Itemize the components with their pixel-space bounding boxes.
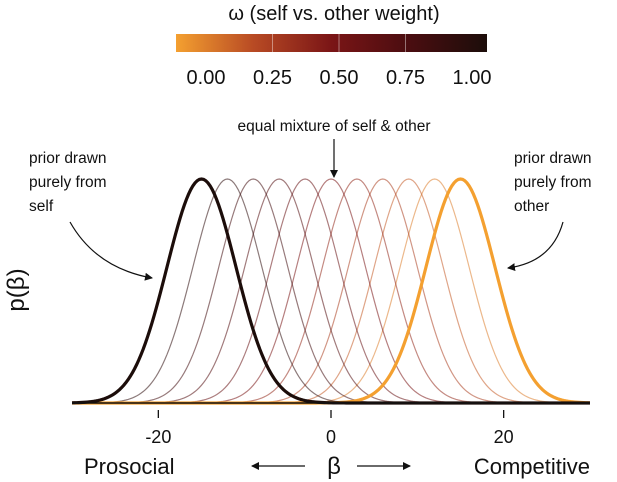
colorbar-ticks: 0.00 0.25 0.50 0.75 1.00 [187,34,492,89]
y-axis-label: p(β) [3,268,30,311]
annotation-right-line: prior drawn [514,150,592,167]
colorbar-tick-label: 0.25 [253,67,292,89]
annotation-left: prior drawn purely from self [29,150,107,215]
density-curves [71,177,591,405]
density-curve-omega-0.1 [72,178,590,404]
density-curve-omega-0.4 [72,178,590,404]
annotation-left-arrow [69,221,153,281]
annotation-middle: equal mixture of self & other [238,118,431,135]
x-tick-label: 0 [326,427,336,447]
colorbar-tick-label: 0.00 [187,67,226,89]
density-curve-omega-0.0 [72,177,591,405]
colorbar-tick-label: 0.75 [386,67,425,89]
colorbar-tick-label: 0.50 [320,67,359,89]
colorbar-tick-label: 1.00 [453,67,492,89]
density-curve-omega-0.8 [72,178,590,404]
density-curve-omega-0.5 [72,178,590,404]
annotation-left-line: self [29,198,54,215]
annotation-right-line: purely from [514,174,592,191]
density-curve-omega-0.6 [72,178,590,404]
density-curve-omega-1.0 [71,177,590,405]
annotation-left-line: prior drawn [29,150,107,167]
x-tick-label: 20 [494,427,514,447]
annotation-left-line: purely from [29,174,107,191]
density-curve-omega-0.3 [72,178,590,404]
annotation-right-arrow [507,221,564,272]
density-curve-omega-0.2 [72,178,590,404]
density-curve-omega-0.9 [72,178,590,404]
annotation-right-line: other [514,198,549,215]
colorbar-title: ω (self vs. other weight) [228,3,439,25]
x-ticks: -20 0 20 [145,410,514,447]
annotation-right: prior drawn purely from other [514,150,592,215]
x-right-label: Competitive [474,454,590,479]
density-curve-omega-0.7 [72,178,590,404]
x-tick-label: -20 [145,427,171,447]
x-axis-label: β [327,453,341,480]
x-left-label: Prosocial [84,454,174,479]
colorbar [176,34,487,52]
